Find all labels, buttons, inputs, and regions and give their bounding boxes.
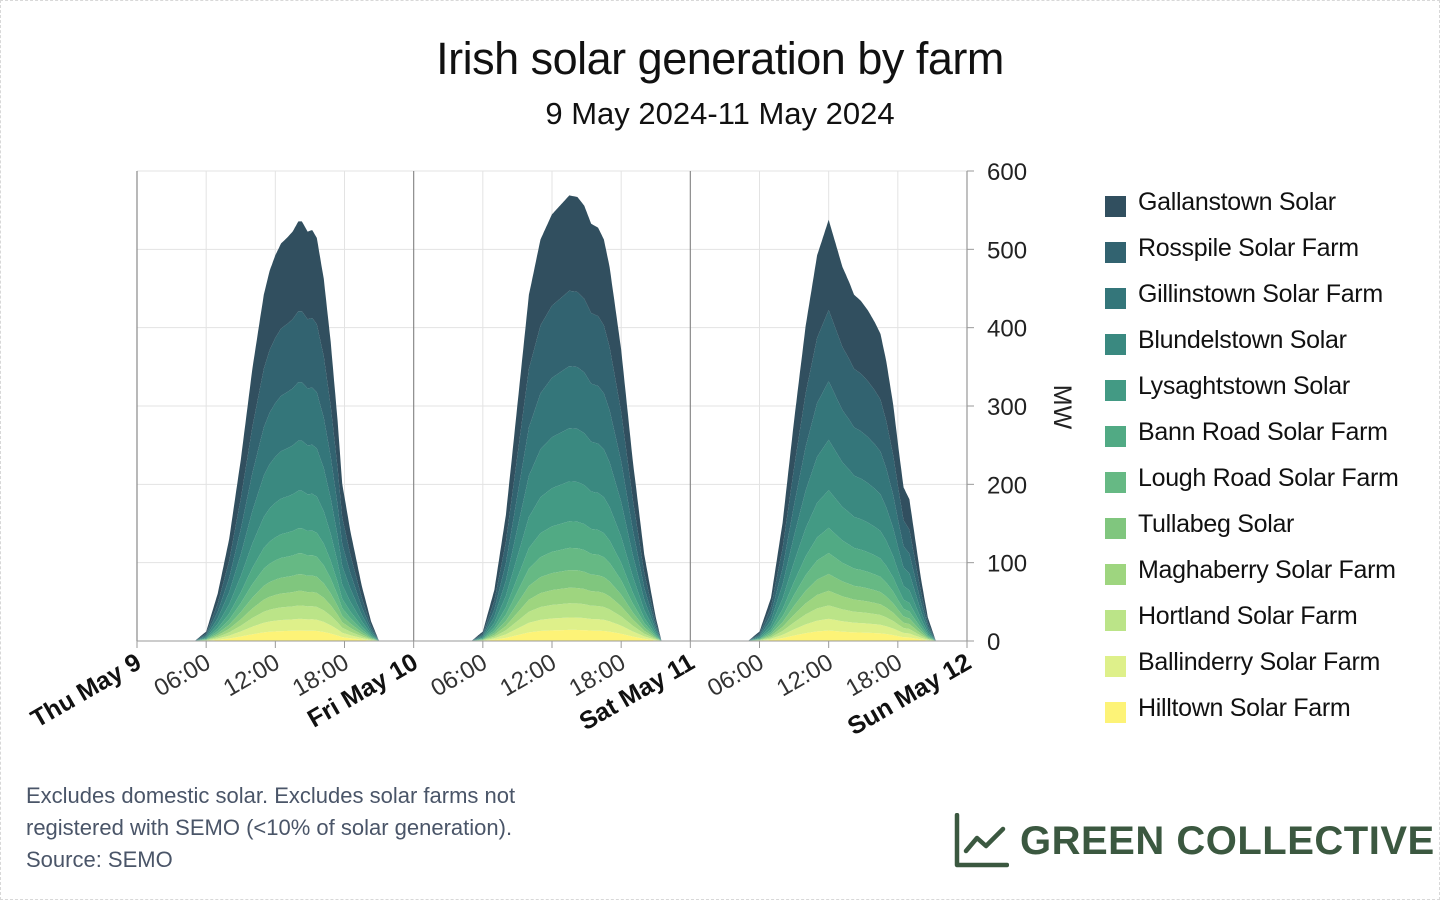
legend-swatch xyxy=(1105,196,1126,217)
area-maghaberry-solar-farm xyxy=(137,587,967,641)
legend-label: Rosspile Solar Farm xyxy=(1138,234,1359,262)
legend-swatch xyxy=(1105,518,1126,539)
y-tick-label: 200 xyxy=(987,472,1027,499)
area-gallanstown-solar xyxy=(137,195,967,641)
y-tick-label: 0 xyxy=(987,629,1000,656)
area-blundelstown-solar xyxy=(137,428,967,641)
x-time-label: 12:00 xyxy=(219,649,285,702)
area-lough-road-solar-farm xyxy=(137,547,967,641)
y-tick-label: 100 xyxy=(987,551,1027,578)
legend-swatch xyxy=(1105,610,1126,631)
legend-swatch xyxy=(1105,564,1126,585)
legend-swatch xyxy=(1105,426,1126,447)
legend-swatch xyxy=(1105,380,1126,401)
x-time-label: 06:00 xyxy=(703,649,769,702)
legend-swatch xyxy=(1105,472,1126,493)
x-day-label: Thu May 9 xyxy=(26,648,146,733)
chart-subtitle: 9 May 2024-11 May 2024 xyxy=(545,96,895,131)
y-tick-label: 300 xyxy=(987,394,1027,421)
area-hilltown-solar-farm xyxy=(137,629,967,641)
legend-label: Gillinstown Solar Farm xyxy=(1138,280,1383,308)
x-time-label: 12:00 xyxy=(772,649,838,702)
legend-label: Gallanstown Solar xyxy=(1138,188,1336,216)
legend-item-rosspile-solar-farm: Rosspile Solar Farm xyxy=(1105,234,1435,280)
footnote-line-1: Excludes domestic solar. Excludes solar … xyxy=(26,783,516,808)
area-ballinderry-solar-farm xyxy=(137,617,967,641)
legend-item-gillinstown-solar-farm: Gillinstown Solar Farm xyxy=(1105,280,1435,326)
legend-label: Tullabeg Solar xyxy=(1138,510,1295,538)
legend-label: Lysaghtstown Solar xyxy=(1138,372,1350,400)
brand-name: GREEN COLLECTIVE xyxy=(1020,819,1435,863)
legend-item-gallanstown-solar: Gallanstown Solar xyxy=(1105,188,1435,234)
footnote: Excludes domestic solar. Excludes solar … xyxy=(26,780,515,876)
legend-item-ballinderry-solar-farm: Ballinderry Solar Farm xyxy=(1105,648,1435,694)
legend-label: Ballinderry Solar Farm xyxy=(1138,648,1381,676)
y-tick-label: 500 xyxy=(987,237,1027,264)
brand-logo: GREEN COLLECTIVE xyxy=(953,813,1434,869)
legend-label: Maghaberry Solar Farm xyxy=(1138,556,1396,584)
y-tick-label: 600 xyxy=(987,159,1027,186)
legend-item-lysaghtstown-solar: Lysaghtstown Solar xyxy=(1105,372,1435,418)
area-series-group xyxy=(137,195,967,641)
legend-label: Hortland Solar Farm xyxy=(1138,602,1358,630)
legend-swatch xyxy=(1105,288,1126,309)
legend-item-hortland-solar-farm: Hortland Solar Farm xyxy=(1105,602,1435,648)
legend-label: Bann Road Solar Farm xyxy=(1138,418,1388,446)
y-tick-label: 400 xyxy=(987,316,1027,343)
area-gillinstown-solar-farm xyxy=(137,366,967,641)
area-hortland-solar-farm xyxy=(137,603,967,641)
line-chart-icon xyxy=(954,813,1009,868)
x-time-label: 06:00 xyxy=(150,649,216,702)
footnote-line-2: registered with SEMO (<10% of solar gene… xyxy=(26,815,513,840)
footnote-source: Source: SEMO xyxy=(26,847,173,872)
legend-item-lough-road-solar-farm: Lough Road Solar Farm xyxy=(1105,464,1435,510)
x-time-label: 06:00 xyxy=(426,649,492,702)
area-tullabeg-solar xyxy=(137,570,967,641)
legend-item-bann-road-solar-farm: Bann Road Solar Farm xyxy=(1105,418,1435,464)
legend-item-hilltown-solar-farm: Hilltown Solar Farm xyxy=(1105,694,1435,740)
legend-item-blundelstown-solar: Blundelstown Solar xyxy=(1105,326,1435,372)
y-axis-title: MW xyxy=(1048,385,1076,430)
legend-item-tullabeg-solar: Tullabeg Solar xyxy=(1105,510,1435,556)
legend-item-maghaberry-solar-farm: Maghaberry Solar Farm xyxy=(1105,556,1435,602)
legend-swatch xyxy=(1105,702,1126,723)
x-time-label: 12:00 xyxy=(495,649,561,702)
chart-title: Irish solar generation by farm xyxy=(436,33,1004,84)
legend-swatch xyxy=(1105,334,1126,355)
legend-label: Lough Road Solar Farm xyxy=(1138,464,1399,492)
legend-label: Blundelstown Solar xyxy=(1138,326,1347,354)
legend-label: Hilltown Solar Farm xyxy=(1138,694,1351,722)
area-lysaghtstown-solar xyxy=(137,481,967,641)
area-bann-road-solar-farm xyxy=(137,521,967,641)
area-rosspile-solar-farm xyxy=(137,290,967,641)
legend-swatch xyxy=(1105,656,1126,677)
legend-swatch xyxy=(1105,242,1126,263)
